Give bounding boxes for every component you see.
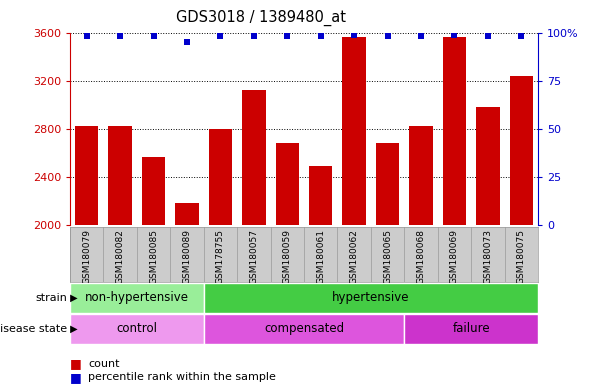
- Bar: [476, 107, 500, 225]
- Text: ▶: ▶: [67, 293, 77, 303]
- Point: [282, 33, 292, 40]
- Text: ■: ■: [70, 371, 86, 384]
- Point: [316, 33, 326, 40]
- Point: [416, 33, 426, 40]
- Bar: [275, 143, 299, 225]
- Text: GSM180069: GSM180069: [450, 229, 459, 284]
- Text: GSM180062: GSM180062: [350, 229, 359, 284]
- Point: [215, 33, 225, 40]
- Text: GSM180085: GSM180085: [149, 229, 158, 284]
- Point: [383, 33, 393, 40]
- Bar: [443, 38, 466, 225]
- Text: GSM180059: GSM180059: [283, 229, 292, 284]
- Point: [449, 31, 460, 38]
- Bar: [242, 90, 266, 225]
- Text: ■: ■: [70, 358, 86, 371]
- FancyBboxPatch shape: [204, 283, 538, 313]
- Text: GSM180057: GSM180057: [249, 229, 258, 284]
- Bar: [142, 157, 165, 225]
- Text: GSM180068: GSM180068: [416, 229, 426, 284]
- Text: compensated: compensated: [264, 322, 344, 335]
- Text: GSM180065: GSM180065: [383, 229, 392, 284]
- Bar: [309, 166, 333, 225]
- Bar: [209, 129, 232, 225]
- Point: [115, 33, 125, 40]
- Point: [81, 33, 91, 40]
- Text: disease state: disease state: [0, 324, 67, 334]
- Text: control: control: [116, 322, 157, 335]
- Bar: [175, 203, 199, 225]
- FancyBboxPatch shape: [404, 314, 538, 344]
- Text: failure: failure: [452, 322, 490, 335]
- FancyBboxPatch shape: [204, 314, 404, 344]
- Point: [349, 31, 359, 38]
- Text: hypertensive: hypertensive: [332, 291, 410, 305]
- Bar: [342, 38, 366, 225]
- Text: percentile rank within the sample: percentile rank within the sample: [88, 372, 276, 382]
- Text: GSM180073: GSM180073: [483, 229, 492, 284]
- Text: GDS3018 / 1389480_at: GDS3018 / 1389480_at: [176, 10, 347, 26]
- Text: strain: strain: [35, 293, 67, 303]
- Point: [483, 33, 493, 40]
- Bar: [75, 126, 98, 225]
- Text: GSM180061: GSM180061: [316, 229, 325, 284]
- Text: GSM180079: GSM180079: [82, 229, 91, 284]
- Bar: [108, 126, 132, 225]
- Text: GSM180089: GSM180089: [182, 229, 192, 284]
- Text: non-hypertensive: non-hypertensive: [85, 291, 189, 305]
- Point: [249, 33, 259, 40]
- Point: [517, 33, 527, 40]
- Text: GSM178755: GSM178755: [216, 229, 225, 284]
- Text: GSM180082: GSM180082: [116, 229, 125, 284]
- FancyBboxPatch shape: [70, 314, 204, 344]
- Point: [182, 39, 192, 45]
- Bar: [510, 76, 533, 225]
- Bar: [376, 143, 399, 225]
- FancyBboxPatch shape: [70, 283, 204, 313]
- Bar: [409, 126, 433, 225]
- Text: GSM180075: GSM180075: [517, 229, 526, 284]
- Text: ▶: ▶: [67, 324, 77, 334]
- Text: count: count: [88, 359, 120, 369]
- Point: [148, 33, 158, 40]
